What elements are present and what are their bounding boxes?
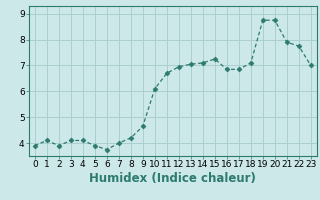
X-axis label: Humidex (Indice chaleur): Humidex (Indice chaleur) [89,172,256,185]
